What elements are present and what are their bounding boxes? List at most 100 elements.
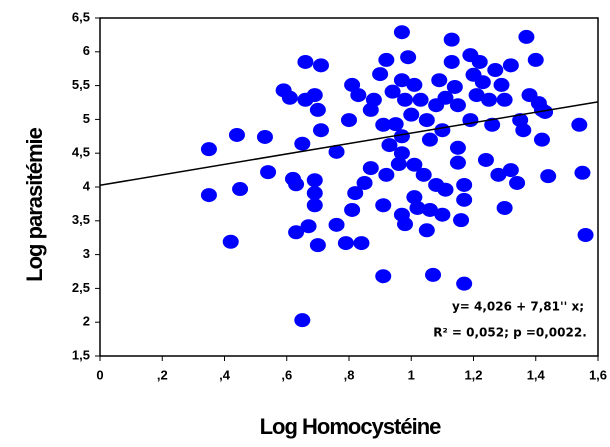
point — [400, 50, 417, 65]
point — [306, 198, 323, 213]
point — [397, 217, 414, 232]
point — [453, 213, 470, 228]
point — [518, 29, 535, 44]
point — [347, 186, 364, 201]
y-tick-label: 5 — [83, 111, 90, 126]
point — [421, 202, 438, 217]
point — [344, 202, 361, 217]
point — [337, 236, 354, 251]
marks — [99, 25, 599, 328]
x-axis-title: Log Homocystéine — [260, 414, 442, 439]
x-tick-label: ,8 — [344, 367, 355, 382]
point — [468, 88, 485, 103]
trend-line — [99, 101, 599, 186]
point — [490, 167, 507, 182]
x-tick-label: 0 — [96, 367, 103, 382]
point — [353, 236, 370, 251]
point — [406, 77, 423, 92]
point — [437, 90, 454, 105]
point — [350, 88, 367, 103]
point — [306, 186, 323, 201]
point — [228, 127, 245, 142]
point — [328, 217, 345, 232]
point — [393, 146, 410, 161]
point — [443, 54, 460, 69]
y-tick-label: 4,5 — [72, 145, 90, 160]
point — [222, 234, 239, 249]
point — [431, 73, 448, 88]
point — [409, 200, 426, 215]
y-tick-label: 2 — [83, 314, 90, 329]
point — [487, 63, 504, 78]
point — [281, 90, 298, 105]
point — [449, 155, 466, 170]
point — [387, 117, 404, 132]
point — [384, 84, 401, 99]
point — [577, 227, 594, 242]
point — [515, 123, 532, 138]
point — [288, 225, 305, 240]
point — [393, 73, 410, 88]
point — [309, 102, 326, 117]
point — [294, 136, 311, 151]
y-tick-label: 6,5 — [72, 9, 90, 24]
y-tick-label: 3,5 — [72, 212, 90, 227]
point — [393, 25, 410, 40]
point — [418, 113, 435, 128]
y-tick-label: 5,5 — [72, 77, 90, 92]
point — [502, 58, 519, 73]
y-axis-title: Log parasitémie — [22, 127, 47, 281]
point — [381, 138, 398, 153]
point — [456, 276, 473, 291]
point — [375, 269, 392, 284]
y-tick-label: 2,5 — [72, 280, 90, 295]
point — [256, 129, 273, 144]
point — [397, 92, 414, 107]
point — [477, 152, 494, 167]
point — [406, 190, 423, 205]
point — [393, 129, 410, 144]
point — [328, 144, 345, 159]
point — [309, 238, 326, 253]
point — [571, 117, 588, 132]
point — [378, 167, 395, 182]
point — [496, 200, 513, 215]
point — [260, 165, 277, 180]
point — [471, 54, 488, 69]
annotation-box — [430, 292, 596, 352]
point — [481, 92, 498, 107]
point — [537, 104, 554, 119]
x-tick-label: ,4 — [219, 367, 231, 382]
point — [372, 67, 389, 82]
y-tick-label: 3 — [83, 246, 90, 261]
x-tick-label: 1,4 — [527, 367, 546, 382]
x-tick-label: 1,6 — [589, 367, 607, 382]
point — [425, 267, 442, 282]
point — [421, 132, 438, 147]
x-tick-label: 1,2 — [464, 367, 482, 382]
point — [306, 88, 323, 103]
point — [474, 75, 491, 90]
point — [232, 182, 249, 197]
point — [200, 188, 217, 203]
x-tick-label: ,6 — [281, 367, 292, 382]
y-tick-label: 6 — [83, 43, 90, 58]
point — [574, 165, 591, 180]
point — [415, 167, 432, 182]
y-tick-label: 1,5 — [72, 347, 90, 362]
x-tick-label: 1 — [408, 367, 415, 382]
point — [406, 157, 423, 172]
point — [312, 58, 329, 73]
point — [443, 32, 460, 47]
point — [312, 123, 329, 138]
point — [294, 313, 311, 328]
point — [434, 207, 451, 222]
point — [446, 79, 463, 94]
annotation: R² = 0,052; p =0,0022. — [433, 326, 587, 340]
point — [200, 142, 217, 157]
y-tick-label: 4 — [83, 178, 91, 193]
point — [375, 198, 392, 213]
point — [412, 92, 429, 107]
point — [437, 182, 454, 197]
point — [306, 173, 323, 188]
